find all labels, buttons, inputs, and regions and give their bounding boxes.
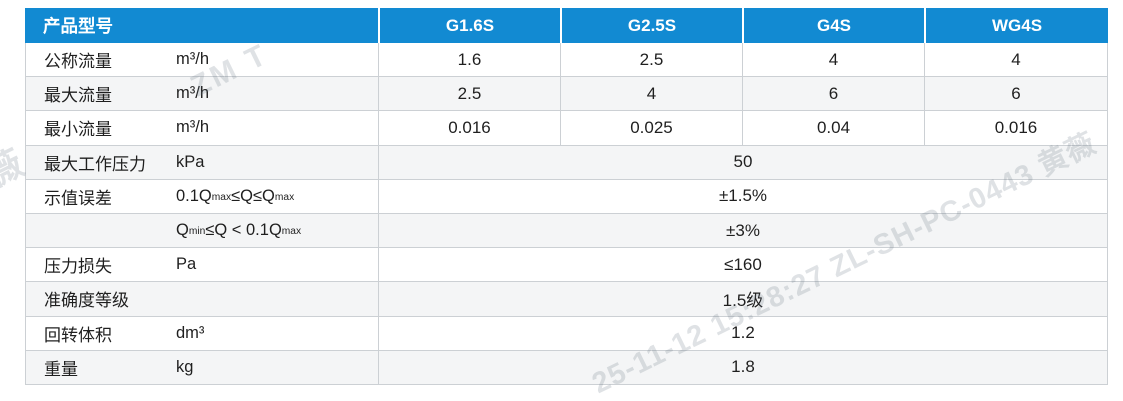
spec-name-cell: 公称流量: [44, 52, 112, 72]
spec-row: 最小流量 m³/h 0.016 0.025 0.04 0.016: [26, 111, 1107, 146]
spec-row: 重量 kg 1.8: [26, 350, 1107, 385]
spec-unit-cell: kPa: [176, 152, 205, 171]
spec-unit-cell: kg: [176, 357, 194, 376]
spec-unit-cell: 0.1Q max ≤Q≤Q max: [176, 186, 295, 205]
spec-name-cell: 回转体积: [44, 325, 112, 345]
spec-value-cell: 6: [742, 77, 924, 111]
spec-unit-cell: dm³: [176, 323, 205, 342]
spec-unit-cell: m³/h: [176, 118, 209, 137]
model-header-cell: WG4S: [924, 8, 1108, 43]
spec-row: 最大流量 m³/h 2.5 4 6 6: [26, 77, 1107, 112]
spec-value-cell: 6: [924, 77, 1107, 111]
spec-name-cell: 示值误差: [44, 188, 112, 208]
model-header-cell: G1.6S: [378, 8, 560, 43]
spec-row: 压力损失 Pa ≤160: [26, 248, 1107, 283]
spec-name-cell: 重量: [44, 359, 78, 379]
spec-merged-value-cell: 1.8: [378, 350, 1107, 384]
spec-value-cell: 4: [560, 77, 742, 111]
spec-row: 最大工作压力 kPa 50: [26, 145, 1107, 180]
spec-value-cell: 0.04: [742, 111, 924, 145]
spec-value-cell: 0.025: [560, 111, 742, 145]
spec-name-cell: 最小流量: [44, 120, 112, 140]
spec-value-cell: 4: [742, 43, 924, 77]
table-header-row: 产品型号 G1.6S G2.5S G4S WG4S: [25, 8, 1108, 43]
spec-row: 回转体积 dm³ 1.2: [26, 316, 1107, 351]
spec-unit-cell: m³/h: [176, 84, 209, 103]
spec-row: 公称流量 m³/h 1.6 2.5 4 4: [26, 43, 1107, 78]
spec-merged-value-cell: 1.5级: [378, 282, 1107, 316]
spec-value-cell: 1.6: [378, 43, 560, 77]
spec-merged-value-cell: 1.2: [378, 316, 1107, 350]
spec-value-cell: 4: [924, 43, 1107, 77]
spec-row: 准确度等级 1.5级: [26, 282, 1107, 317]
spec-name-cell: [26, 214, 176, 247]
spec-merged-value-cell: ±1.5%: [378, 179, 1107, 213]
spec-name-cell: 压力损失: [44, 257, 112, 277]
spec-name-cell: 最大工作压力: [44, 154, 146, 174]
spec-value-cell: 0.016: [378, 111, 560, 145]
spec-unit-cell: [176, 282, 378, 315]
spec-unit-cell: m³/h: [176, 50, 209, 69]
spec-merged-value-cell: ±3%: [378, 213, 1107, 248]
spec-row: 示值误差 0.1Q max ≤Q≤Q max ±1.5%: [26, 179, 1107, 214]
spec-name-cell: 准确度等级: [44, 291, 129, 311]
spec-unit-cell: Pa: [176, 255, 197, 274]
model-header-cell: G2.5S: [560, 8, 742, 43]
spec-merged-value-cell: ≤160: [378, 248, 1107, 282]
table-body: 公称流量 m³/h 1.6 2.5 4 4 最大流量 m³/h 2.5 4 6 6 最小流量 m³/h 0.…: [25, 43, 1108, 385]
model-header-cell: G4S: [742, 8, 924, 43]
product-model-header: 产品型号: [43, 16, 113, 36]
spec-value-cell: 0.016: [924, 111, 1107, 145]
spec-table: 产品型号 G1.6S G2.5S G4S WG4S 公称流量 m³/h 1.6 2.5 4 4 最…: [25, 8, 1108, 385]
spec-merged-value-cell: 50: [378, 145, 1107, 179]
spec-value-cell: 2.5: [378, 77, 560, 111]
spec-value-cell: 2.5: [560, 43, 742, 77]
spec-name-cell: 最大流量: [44, 86, 112, 106]
